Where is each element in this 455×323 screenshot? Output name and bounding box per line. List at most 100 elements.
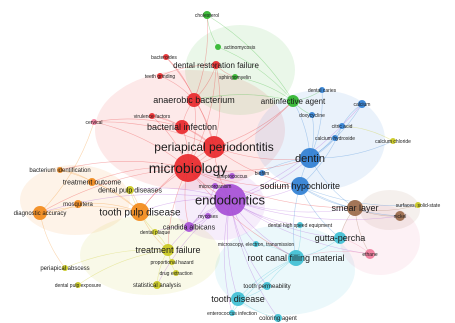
node-calcium[interactable] <box>358 100 366 108</box>
node-anaerobic-bacterium[interactable] <box>187 93 201 107</box>
label-mosquitera: mosquitera <box>63 202 93 208</box>
label-bacteroides: bacteroides <box>151 55 177 61</box>
label-calcium-hydroxide: calcium hydroxide <box>315 136 355 142</box>
node-streptococcus[interactable] <box>229 173 235 179</box>
label-bacterium-identification: bacterium identification <box>29 168 90 174</box>
node-endodontics[interactable] <box>214 184 246 216</box>
node-tooth-pulp-disease[interactable] <box>131 203 149 221</box>
node-dentin[interactable] <box>300 148 320 168</box>
label-teeth-grinding: teeth grinding <box>145 74 176 80</box>
edge <box>39 121 95 214</box>
node-enterococcus-infection[interactable] <box>229 310 235 316</box>
label-calcium-chloride: calcium chloride <box>375 139 411 145</box>
node-layer <box>33 11 421 322</box>
label-ethane: ethane <box>362 252 378 258</box>
edge <box>59 169 141 213</box>
node-dental-pulp-exposure[interactable] <box>75 282 81 288</box>
edge <box>206 14 294 102</box>
node-candida-albicans[interactable] <box>184 222 194 232</box>
node-treatment-outcome[interactable] <box>88 178 96 186</box>
node-periapical-periodontitis[interactable] <box>203 136 225 158</box>
label-actinomycosis: actinomycosis <box>224 45 256 51</box>
label-tooth-pulp-disease: tooth pulp disease <box>99 208 181 219</box>
node-dental-pulp-diseases[interactable] <box>126 186 134 194</box>
label-statistical-analysis: statistical analysis <box>133 283 181 289</box>
label-cervical: cervical <box>86 120 103 126</box>
node-smear-layer[interactable] <box>347 200 363 216</box>
label-anaerobic-bacterium: anaerobic bacterium <box>153 95 235 105</box>
node-drug-extraction[interactable] <box>173 270 179 276</box>
label-diagnostic-accuracy: diagnostic accuracy <box>14 211 67 217</box>
edge <box>59 161 189 171</box>
node-mycoses[interactable] <box>205 213 211 219</box>
label-dentin: dentin <box>295 153 325 165</box>
label-periapical-periodontitis: periapical periodontitis <box>154 140 273 154</box>
label-sodium-hypochlorite: sodium hypochlorite <box>260 181 340 191</box>
label-smear-layer: smear layer <box>331 203 378 213</box>
cluster-halo-green <box>185 25 295 115</box>
node-bacteroides[interactable] <box>163 54 169 60</box>
node-dental-plaque[interactable] <box>152 229 158 235</box>
edge <box>39 206 141 214</box>
edge <box>93 121 215 148</box>
node-dental-caries[interactable] <box>319 87 325 93</box>
label-layer: cholesterol actinomycosis bacteroides denta… <box>14 13 441 322</box>
label-dental-high-speed-equipment: dental high speed equipment <box>268 223 333 229</box>
node-mosquitera[interactable] <box>74 200 82 208</box>
node-bacterium-identification[interactable] <box>57 167 63 173</box>
node-ethane[interactable] <box>365 249 375 259</box>
node-teeth-grinding[interactable] <box>157 73 163 79</box>
node-proportional-hazard[interactable] <box>169 259 175 265</box>
label-enterococcus-infection: enterococcus infection <box>207 311 257 317</box>
node-cervical[interactable] <box>91 119 97 125</box>
node-citric-acid[interactable] <box>339 123 345 129</box>
edge <box>77 249 169 286</box>
cluster-halo-orange <box>20 165 130 235</box>
node-tooth-disease[interactable] <box>231 292 245 306</box>
edge <box>229 199 401 221</box>
label-cholesterol: cholesterol <box>195 13 219 19</box>
label-candida-albicans: candida albicans <box>163 224 216 231</box>
label-treatment-outcome: treatment outcome <box>63 179 121 186</box>
node-surfaces-solid-state[interactable] <box>415 202 421 208</box>
label-virulence-factors: virulence factors <box>134 114 171 120</box>
node-treatment-failure[interactable] <box>162 244 174 256</box>
node-microbiology[interactable] <box>174 154 202 182</box>
label-dental-caries: dental caries <box>308 88 337 94</box>
node-periapical-abscess[interactable] <box>62 265 68 271</box>
label-sphingomyelin: sphingomyelin <box>219 75 251 81</box>
edge <box>217 46 294 102</box>
node-doxycycline[interactable] <box>309 112 315 118</box>
node-microscopy-electron-transmission[interactable] <box>253 241 259 247</box>
label-drug-extraction: drug extraction <box>159 271 192 277</box>
node-dental-high-speed-equipment[interactable] <box>297 222 303 228</box>
node-virulence-factors[interactable] <box>149 113 155 119</box>
node-cholesterol[interactable] <box>203 11 211 19</box>
node-statistical-analysis[interactable] <box>153 281 161 289</box>
label-dental-plaque: dental plaque <box>140 230 170 236</box>
cluster-halo-brown <box>360 190 420 230</box>
node-diagnostic-accuracy[interactable] <box>33 206 47 220</box>
node-dental-restoration-failure[interactable] <box>212 61 220 69</box>
node-sphingomyelin[interactable] <box>232 74 238 80</box>
node-microorganism[interactable] <box>212 183 218 189</box>
node-biofilm[interactable] <box>259 170 265 176</box>
node-antiinfective-agent[interactable] <box>287 95 299 107</box>
label-mycoses: mycoses <box>198 214 218 220</box>
node-root-canal-filling-material[interactable] <box>288 250 304 266</box>
label-periapical-abscess: periapical abscess <box>40 266 89 272</box>
node-bacterial-infection[interactable] <box>175 120 189 134</box>
node-tooth-permeability[interactable] <box>263 282 271 290</box>
label-tooth-disease: tooth disease <box>211 294 265 304</box>
cluster-halo-red <box>95 70 285 190</box>
node-gutta-percha[interactable] <box>334 232 346 244</box>
node-calcium-chloride[interactable] <box>390 138 396 144</box>
node-actinomycosis[interactable] <box>215 44 221 50</box>
node-calcium-hydroxide[interactable] <box>332 135 338 141</box>
node-nickel[interactable] <box>395 211 405 221</box>
node-sodium-hypochlorite[interactable] <box>291 177 309 195</box>
edge <box>231 257 297 314</box>
node-coloring-agent[interactable] <box>274 314 282 322</box>
edge <box>39 193 231 214</box>
